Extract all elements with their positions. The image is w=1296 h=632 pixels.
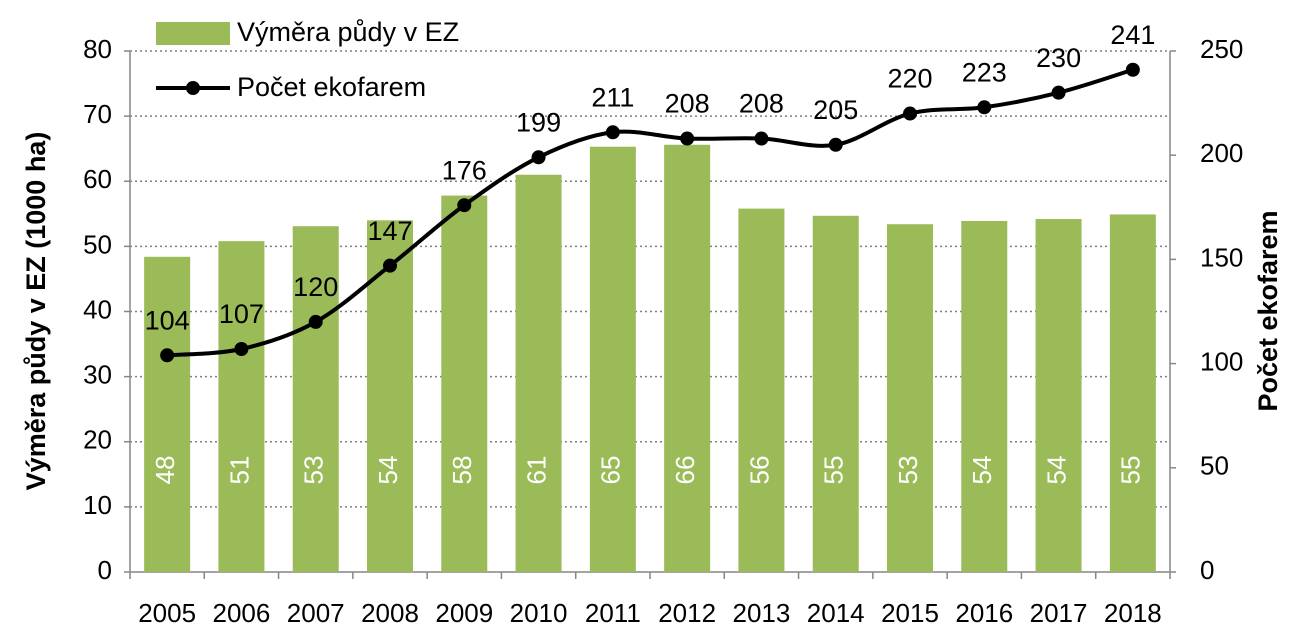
bar (1109, 214, 1156, 572)
line-value-label: 104 (145, 305, 190, 335)
bar (664, 144, 711, 572)
line (166, 67, 1134, 358)
y-tick-label: 70 (83, 99, 112, 129)
bar (144, 256, 191, 572)
line-marker (680, 131, 695, 146)
x-tick-label: 2011 (585, 598, 641, 628)
bar (961, 220, 1008, 572)
line-value-label: 176 (442, 155, 487, 185)
y-tick-label: 20 (83, 425, 112, 455)
line-value-label: 241 (1110, 20, 1155, 50)
x-tick-label: 2014 (807, 598, 865, 628)
line-value-label: 147 (367, 216, 412, 246)
x-tick-label: 2013 (733, 598, 791, 628)
x-tick-label: 2005 (138, 598, 196, 628)
bar (812, 215, 859, 573)
bar-value-label: 66 (670, 456, 700, 485)
y2-tick-label: 0 (1200, 555, 1214, 585)
legend-swatch (156, 22, 230, 45)
x-tick-label: 2008 (361, 598, 419, 628)
line-value-label: 107 (219, 299, 264, 329)
x-tick-label: 2009 (435, 598, 493, 628)
bar (292, 226, 339, 572)
bar-value-label: 61 (521, 456, 551, 485)
line-value-label: 211 (591, 82, 634, 112)
x-tick-label: 2012 (658, 598, 716, 628)
y2-tick-label: 250 (1200, 34, 1243, 64)
bar-value-label: 65 (596, 456, 626, 485)
x-tick-label: 2016 (955, 598, 1013, 628)
y-tick-label: 60 (83, 164, 112, 194)
line-marker (234, 342, 249, 357)
y-tick-label: 50 (83, 229, 112, 259)
bar-value-label: 53 (299, 456, 329, 485)
x-tick-label: 2010 (510, 598, 568, 628)
legend-label: Výměra půdy v EZ (237, 17, 459, 47)
line-marker (531, 150, 546, 165)
line-value-label: 208 (739, 89, 784, 119)
line-marker (160, 348, 175, 363)
line-marker (605, 125, 620, 140)
y2-tick-label: 150 (1200, 242, 1243, 272)
x-tick-label: 2015 (881, 598, 939, 628)
line-value-label: 208 (665, 89, 710, 119)
bar-value-label: 55 (1116, 456, 1146, 485)
x-tick-label: 2007 (287, 598, 345, 628)
x-tick-label: 2006 (213, 598, 271, 628)
line-marker (754, 131, 769, 146)
bar (1035, 219, 1082, 572)
x-tick-label: 2018 (1104, 598, 1162, 628)
legend-marker (186, 81, 200, 95)
bar (441, 195, 488, 572)
y2-tick-label: 100 (1200, 346, 1243, 376)
bar (589, 146, 636, 572)
y-tick-label: 40 (83, 294, 112, 324)
bar-value-label: 55 (819, 456, 849, 485)
line-value-label: 120 (293, 272, 338, 302)
bar (367, 220, 413, 572)
y2-axis-title: Počet ekofarem (1253, 210, 1283, 411)
y-tick-label: 0 (98, 555, 112, 585)
line-marker (977, 100, 992, 115)
line-marker (1125, 62, 1140, 77)
bar-value-label: 54 (1041, 456, 1071, 485)
line-marker (383, 258, 397, 273)
bar-value-label: 51 (224, 456, 254, 485)
line-value-label: 199 (516, 107, 561, 137)
bar (887, 224, 933, 573)
y-tick-label: 80 (83, 34, 112, 64)
y-tick-label: 10 (83, 490, 112, 520)
y2-tick-label: 50 (1200, 451, 1229, 481)
legend-label: Počet ekofarem (237, 72, 426, 102)
line-value-label: 223 (962, 57, 1007, 87)
y2-tick-label: 200 (1200, 138, 1243, 168)
bar-value-label: 56 (744, 456, 774, 485)
line-marker (828, 137, 843, 152)
line-marker (457, 198, 472, 213)
bar-value-label: 54 (373, 456, 403, 485)
bar (218, 241, 265, 573)
line-value-label: 205 (813, 95, 858, 125)
y-tick-label: 30 (83, 360, 112, 390)
bar (738, 208, 785, 573)
line-value-label: 220 (887, 64, 932, 94)
line-marker (903, 106, 917, 121)
line-marker (308, 314, 323, 329)
y-axis-title: Výměra půdy v EZ (1000 ha) (21, 132, 51, 491)
bar-value-label: 48 (150, 456, 180, 485)
line-value-label: 230 (1036, 43, 1081, 73)
line-marker (1051, 85, 1066, 100)
bar (515, 174, 562, 573)
x-tick-label: 2017 (1030, 598, 1088, 628)
bar-value-label: 54 (967, 456, 997, 485)
bar-value-label: 58 (447, 456, 477, 485)
bar-value-label: 53 (893, 456, 923, 485)
